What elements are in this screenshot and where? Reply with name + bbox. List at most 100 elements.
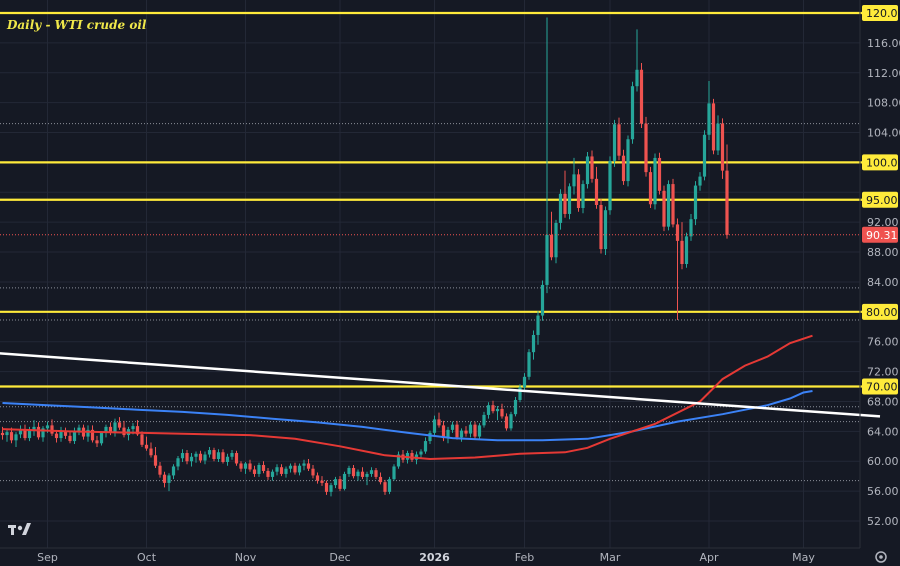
candle-body-107 [482, 414, 486, 426]
y-tick-label-5: 72.00 [867, 366, 899, 379]
candle-body-0 [0, 432, 5, 436]
candle-body-70 [315, 475, 320, 481]
candle-body-26 [117, 422, 122, 428]
candle-body-5 [23, 429, 27, 439]
candle-body-14 [63, 431, 68, 436]
x-tick-label-0: Sep [37, 551, 58, 564]
candle-body-112 [504, 416, 509, 429]
x-tick-label-2: Nov [235, 551, 257, 564]
candle-body-23 [104, 426, 108, 433]
horizontal-levels[interactable] [0, 11, 862, 388]
candle-body-91 [410, 453, 414, 460]
candle-body-44 [198, 453, 203, 461]
candle-body-119 [536, 315, 540, 335]
time-axis[interactable]: Sep Oct Nov Dec 2026 Feb Mar Apr May [37, 551, 815, 564]
candle-body-33 [149, 448, 153, 456]
candle-body-111 [500, 408, 504, 417]
candle-body-12 [54, 433, 59, 439]
candle-body-120 [540, 284, 545, 316]
candle-body-54 [243, 463, 248, 469]
level-label-4: 70.00 [866, 381, 898, 394]
candle-body-29 [131, 426, 135, 430]
candle-body-118 [531, 334, 536, 353]
candle-body-49 [221, 452, 225, 462]
y-tick-label-16: 116.00 [867, 37, 900, 50]
candle-body-9 [41, 428, 45, 438]
candle-body-21 [95, 440, 99, 444]
candle-body-69 [311, 468, 315, 476]
candle-body-41 [185, 453, 189, 462]
level-label-box-1 [862, 154, 898, 171]
tradingview-logo-icon[interactable] [8, 523, 31, 535]
x-tick-label-3: Dec [329, 551, 350, 564]
level-label-box-2 [862, 191, 898, 208]
y-tick-label-2: 60.00 [867, 455, 899, 468]
candle-body-62 [279, 467, 284, 474]
x-tick-label-1: Oct [137, 551, 157, 564]
y-tick-label-8: 84.00 [867, 276, 899, 289]
candle-body-146 [657, 157, 662, 191]
candle-body-24 [108, 426, 113, 433]
candle-body-68 [306, 463, 311, 469]
candle-body-94 [423, 441, 428, 452]
candle-body-142 [639, 69, 644, 124]
dotted-levels [0, 123, 860, 482]
candle-body-38 [171, 466, 176, 476]
y-tick-label-9: 88.00 [867, 246, 899, 259]
candle-body-104 [468, 424, 473, 434]
candle-body-154 [693, 185, 698, 220]
candle-body-140 [630, 86, 635, 140]
y-tick-label-13: 104.00 [867, 127, 900, 140]
candle-body-114 [513, 399, 518, 415]
candle-body-95 [428, 432, 432, 442]
trendline[interactable] [0, 352, 881, 418]
candle-body-124 [558, 193, 563, 223]
y-tick-label-14: 108.00 [867, 97, 900, 110]
candle-body-35 [158, 465, 162, 475]
candle-body-64 [288, 465, 293, 469]
candle-body-129 [581, 184, 585, 208]
last-price-box [862, 226, 898, 243]
y-tick-label-4: 68.00 [867, 395, 899, 408]
x-tick-label-6: Mar [600, 551, 621, 564]
candle-body-34 [153, 455, 158, 466]
y-tick-label-10: 92.00 [867, 216, 899, 229]
candle-body-52 [234, 453, 239, 464]
candle-body-6 [27, 430, 32, 439]
candle-body-60 [270, 471, 275, 477]
candle-body-57 [257, 464, 261, 474]
candle-body-103 [464, 430, 468, 434]
candle-body-126 [567, 186, 572, 214]
candle-body-128 [576, 174, 581, 208]
candle-body-102 [459, 430, 464, 438]
candle-body-1 [5, 432, 9, 436]
candle-body-87 [392, 466, 396, 480]
candle-body-134 [603, 210, 608, 250]
candle-body-78 [351, 467, 356, 477]
candle-body-150 [675, 224, 680, 241]
price-axis[interactable]: 52.00 56.00 60.00 64.00 68.00 72.00 76.00 84.00… [867, 37, 900, 528]
candle-body-73 [329, 485, 333, 492]
candle-body-116 [522, 376, 527, 388]
sma-50-line [2, 334, 813, 461]
candle-body-25 [113, 422, 117, 433]
candle-body-79 [356, 471, 360, 477]
candle-body-149 [671, 184, 675, 225]
candle-body-59 [266, 470, 270, 477]
candle-body-81 [365, 473, 369, 477]
candle-body-45 [203, 454, 207, 461]
candle-body-84 [378, 476, 383, 483]
settings-gear-icon[interactable] [875, 551, 887, 563]
candle-body-61 [275, 467, 279, 472]
candle-body-137 [617, 124, 621, 156]
candle-body-42 [189, 456, 194, 462]
candle-body-47 [212, 450, 216, 459]
candle-body-127 [572, 174, 576, 187]
candle-body-136 [612, 124, 617, 161]
last-price-text: 90.31 [866, 229, 898, 242]
candle-body-133 [599, 204, 603, 250]
candle-body-37 [167, 475, 171, 483]
candle-body-93 [419, 451, 423, 455]
candle-body-157 [707, 103, 711, 135]
